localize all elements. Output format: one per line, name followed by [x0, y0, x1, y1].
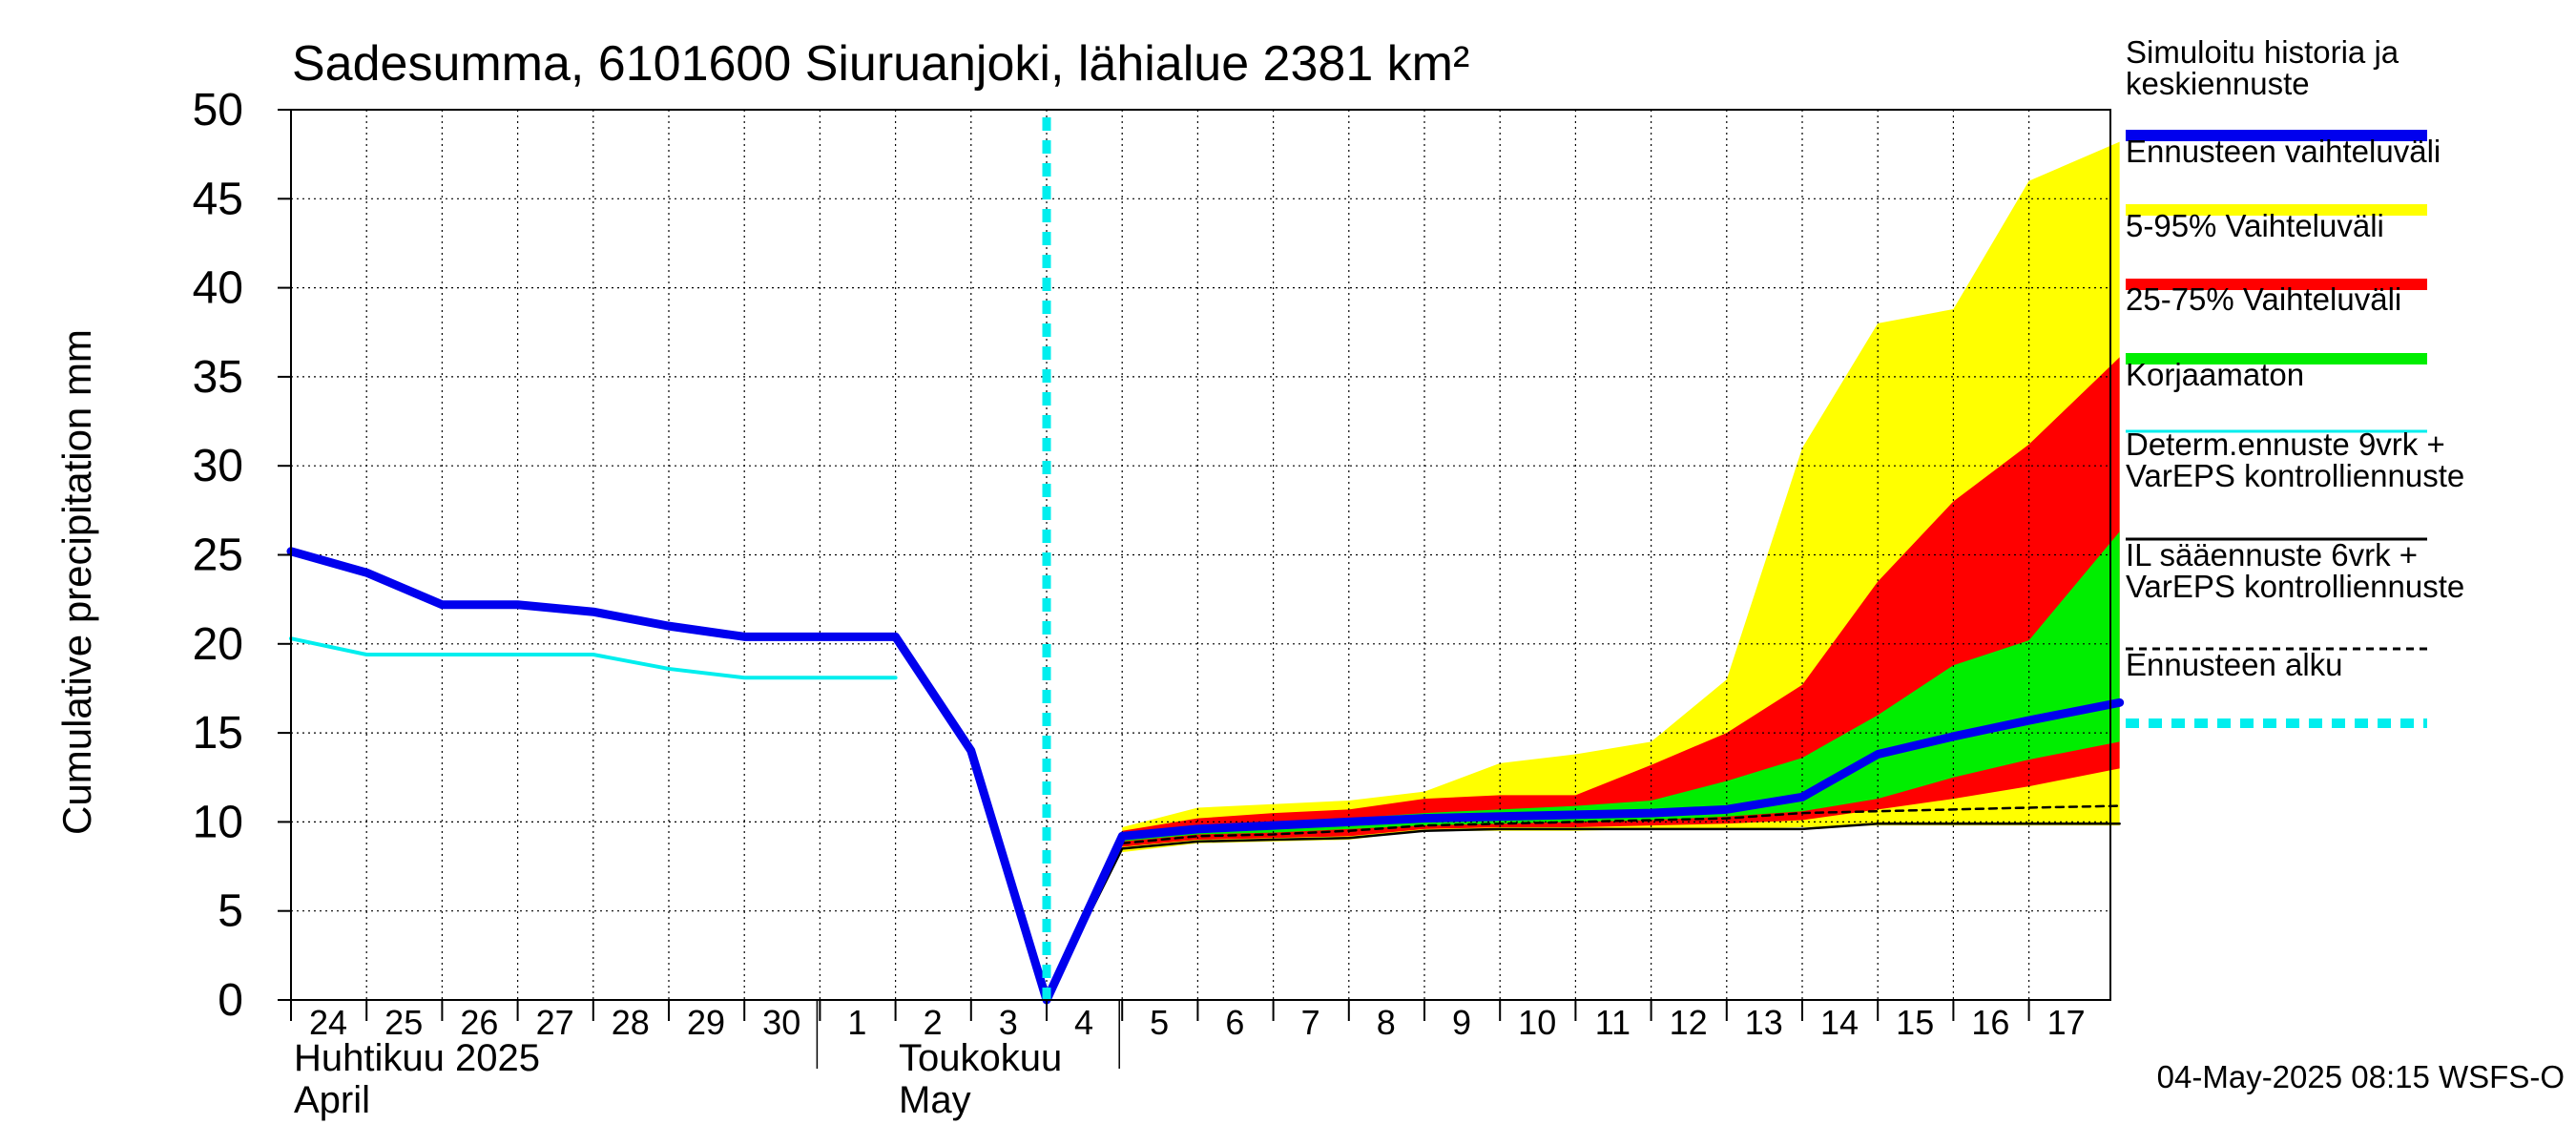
series-line-1 [289, 636, 898, 680]
y-tick-label: 50 [193, 85, 243, 135]
legend-label: Ennusteen alku [2126, 647, 2343, 682]
legend-label: IL sääennuste 6vrk + [2126, 537, 2418, 572]
y-tick-label: 5 [218, 886, 243, 937]
y-tick-label: 30 [193, 441, 243, 491]
legend-label: keskiennuste [2126, 66, 2310, 101]
x-tick-label: 3 [999, 1003, 1018, 1042]
band-25-75 [1122, 531, 2120, 842]
y-tick-label: 0 [218, 975, 243, 1026]
x-tick-label: 7 [1301, 1003, 1320, 1042]
x-tick-label: 8 [1377, 1003, 1396, 1042]
series-lines [286, 117, 2125, 1005]
y-tick-label: 20 [193, 619, 243, 670]
chart-title: Sadesumma, 6101600 Siuruanjoki, lähialue… [292, 36, 1469, 92]
series-line-2 [1045, 822, 2121, 1002]
y-tick-label: 35 [193, 352, 243, 403]
legend-label: Simuloitu historia ja [2126, 34, 2399, 70]
legend-label: 25-75% Vaihteluväli [2126, 281, 2401, 317]
y-tick-label: 40 [193, 263, 243, 314]
plot-area [286, 109, 2125, 1005]
x-tick-label: 17 [2047, 1003, 2086, 1042]
x-tick-label: 12 [1670, 1003, 1708, 1042]
x-tick-label: 29 [687, 1003, 725, 1042]
month-label-may-fi: Toukokuu [899, 1037, 1062, 1079]
legend-label: Ennusteen vaihteluväli [2126, 134, 2441, 169]
x-tick-label: 6 [1225, 1003, 1244, 1042]
x-tick-label: 15 [1896, 1003, 1934, 1042]
x-tick-label: 24 [309, 1003, 347, 1042]
x-tick-label: 30 [762, 1003, 800, 1042]
series-line-0 [286, 547, 2125, 1005]
legend-label: 5-95% Vaihteluväli [2126, 208, 2384, 243]
y-tick-label: 15 [193, 708, 243, 759]
x-tick-label: 13 [1745, 1003, 1783, 1042]
x-tick-label: 11 [1595, 1003, 1631, 1042]
x-tick-label: 25 [384, 1003, 423, 1042]
legend-label: Korjaamaton [2126, 357, 2304, 392]
x-tick-label: 5 [1150, 1003, 1169, 1042]
y-tick-label: 45 [193, 174, 243, 224]
month-label-april-en: April [294, 1079, 370, 1121]
month-label-april-fi: Huhtikuu 2025 [294, 1037, 540, 1079]
x-tick-label: 2 [924, 1003, 943, 1042]
x-tick-label: 9 [1452, 1003, 1471, 1042]
x-tick-label: 14 [1820, 1003, 1859, 1042]
x-tick-label: 4 [1074, 1003, 1093, 1042]
legend-label: Determ.ennuste 9vrk + [2126, 427, 2445, 462]
x-tick-label: 28 [612, 1003, 650, 1042]
x-tick-label: 26 [460, 1003, 498, 1042]
y-axis: 0 5 10 15 20 25 30 35 40 45 50 [193, 85, 291, 1026]
footer-timestamp: 04-May-2025 08:15 WSFS-O [2157, 1059, 2565, 1094]
series-line-3 [1045, 804, 2121, 1002]
x-tick-label: 10 [1518, 1003, 1556, 1042]
x-tick-label: 1 [847, 1003, 866, 1042]
legend-label: VarEPS kontrolliennuste [2126, 569, 2464, 604]
month-label-may-en: May [899, 1079, 971, 1121]
y-axis-label: Cumulative precipitation mm [54, 329, 99, 835]
forecast-bands [1122, 141, 2120, 853]
x-axis: 24 25 26 27 28 29 30 1 2 3 4 5 6 7 8 9 10 11 12 13 14 15 16 17 [290, 1000, 2086, 1069]
legend-label: VarEPS kontrolliennuste [2126, 458, 2464, 493]
x-tick-label: 27 [536, 1003, 574, 1042]
y-tick-label: 25 [193, 531, 243, 581]
y-tick-label: 10 [193, 797, 243, 847]
x-tick-label: 16 [1971, 1003, 2009, 1042]
